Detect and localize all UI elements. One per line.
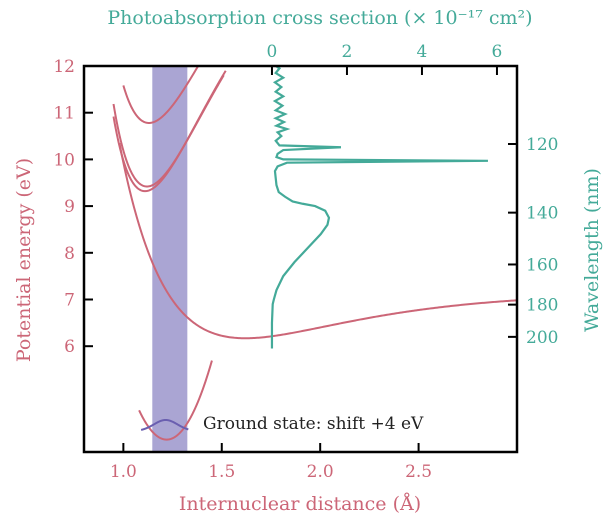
y-tick-label: 8 [64, 244, 75, 264]
x-tick-label: 1.5 [208, 462, 235, 482]
franck-condon-band [152, 66, 188, 452]
right-tick-label: 160 [526, 255, 558, 275]
right-tick-label: 120 [526, 135, 558, 155]
top-tick-label: 6 [492, 42, 503, 62]
y-tick-label: 9 [64, 197, 75, 217]
y-tick-label: 7 [64, 291, 75, 311]
y-tick-label: 6 [64, 337, 75, 357]
ground-state-annotation: Ground state: shift +4 eV [203, 414, 424, 434]
y-tick-label: 10 [53, 150, 75, 170]
series-ground-state-shifted [138, 360, 213, 441]
x-tick-label: 1.0 [110, 462, 137, 482]
plot-frame [82, 64, 519, 454]
series-ground-wavefunction [140, 418, 189, 431]
right-tick-label: 200 [526, 328, 558, 348]
plot-area [112, 66, 517, 452]
series-excited-state-b [112, 74, 225, 188]
x-tick-label: 2.5 [405, 462, 432, 482]
right-axis-title: Wavelength (nm) [581, 168, 603, 332]
series-bound-state-lower [118, 142, 517, 340]
x-tick-label: 2.0 [307, 462, 334, 482]
top-tick-label: 2 [342, 42, 353, 62]
top-tick-label: 4 [417, 42, 428, 62]
y-axis-title: Potential energy (eV) [13, 158, 35, 362]
series-excited-state-c [122, 66, 200, 124]
y-tick-label: 12 [53, 57, 75, 77]
clipped-marks [112, 66, 517, 452]
right-tick-label: 180 [526, 296, 558, 316]
top-tick-label: 0 [267, 42, 278, 62]
right-tick-label: 140 [526, 204, 558, 224]
series-photoabsorption [270, 66, 488, 349]
y-tick-label: 11 [53, 104, 75, 124]
top-axis-title: Photoabsorption cross section (× 10⁻¹⁷ c… [107, 7, 532, 29]
x-axis-title: Internuclear distance (Å) [179, 493, 421, 515]
